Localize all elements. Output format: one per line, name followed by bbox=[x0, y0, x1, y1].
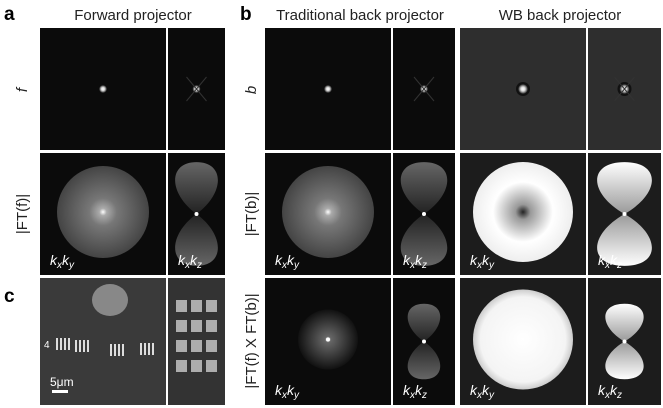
bar-target bbox=[176, 320, 187, 332]
bar-target bbox=[83, 340, 85, 352]
column-header: Forward projector bbox=[74, 7, 192, 24]
spot bbox=[324, 85, 332, 93]
disk bbox=[473, 290, 573, 390]
bar-target bbox=[140, 343, 142, 355]
scale-bar bbox=[52, 390, 68, 393]
label-part: y bbox=[488, 390, 495, 401]
row-label: b bbox=[243, 86, 260, 94]
bar-target bbox=[152, 343, 154, 355]
bar-target bbox=[68, 338, 70, 350]
bar-target bbox=[64, 338, 66, 350]
row-label: |FT(f)| bbox=[14, 194, 31, 234]
panel-label: b bbox=[240, 4, 252, 25]
center-spot bbox=[195, 212, 199, 216]
column-header: WB back projector bbox=[499, 7, 622, 24]
bar-target bbox=[176, 340, 187, 352]
label-part: y bbox=[293, 390, 300, 401]
label-part: z bbox=[616, 390, 622, 401]
label-part: z bbox=[616, 260, 622, 271]
bar-target bbox=[110, 344, 112, 356]
row-label: |FT(b)| bbox=[243, 192, 260, 236]
center-spot bbox=[422, 340, 426, 344]
bar-target bbox=[206, 340, 217, 352]
bar-target bbox=[144, 343, 146, 355]
bar-target bbox=[114, 344, 116, 356]
glow bbox=[92, 284, 128, 316]
disk bbox=[282, 166, 374, 258]
row-label: |FT(f) X FT(b)| bbox=[243, 293, 260, 388]
bar-target bbox=[191, 360, 202, 372]
bar-target bbox=[176, 360, 187, 372]
bar-target bbox=[60, 338, 62, 350]
column-header: Traditional back projector bbox=[276, 7, 444, 24]
spot bbox=[99, 85, 107, 93]
bar-target bbox=[206, 360, 217, 372]
bar-target bbox=[191, 340, 202, 352]
label-part: z bbox=[421, 260, 427, 271]
bar-target bbox=[87, 340, 89, 352]
bar-target bbox=[191, 320, 202, 332]
label-part: z bbox=[196, 260, 202, 271]
bar-target bbox=[118, 344, 120, 356]
disk bbox=[57, 166, 149, 258]
bar-target bbox=[206, 320, 217, 332]
row-label: f bbox=[14, 86, 31, 92]
disk bbox=[473, 162, 573, 262]
bar-target bbox=[206, 300, 217, 312]
label-part: y bbox=[488, 260, 495, 271]
bar-target bbox=[75, 340, 77, 352]
center-spot bbox=[623, 212, 627, 216]
bar-target bbox=[79, 340, 81, 352]
bar-target bbox=[122, 344, 124, 356]
spot bbox=[326, 338, 330, 342]
figure: a b c Forward projector Traditional back… bbox=[0, 0, 663, 408]
center-spot bbox=[623, 340, 627, 344]
panel-label: a bbox=[4, 4, 15, 25]
bar-target bbox=[191, 300, 202, 312]
bar-target bbox=[56, 338, 58, 350]
annotation: 4 bbox=[44, 340, 50, 351]
bar-target bbox=[148, 343, 150, 355]
panel-label: c bbox=[4, 286, 15, 307]
center-spot bbox=[422, 212, 426, 216]
label-part: y bbox=[68, 260, 75, 271]
label-part: y bbox=[293, 260, 300, 271]
scale-label: 5μm bbox=[50, 375, 74, 389]
label-part: z bbox=[421, 390, 427, 401]
spot bbox=[518, 84, 528, 94]
bar-target bbox=[176, 300, 187, 312]
